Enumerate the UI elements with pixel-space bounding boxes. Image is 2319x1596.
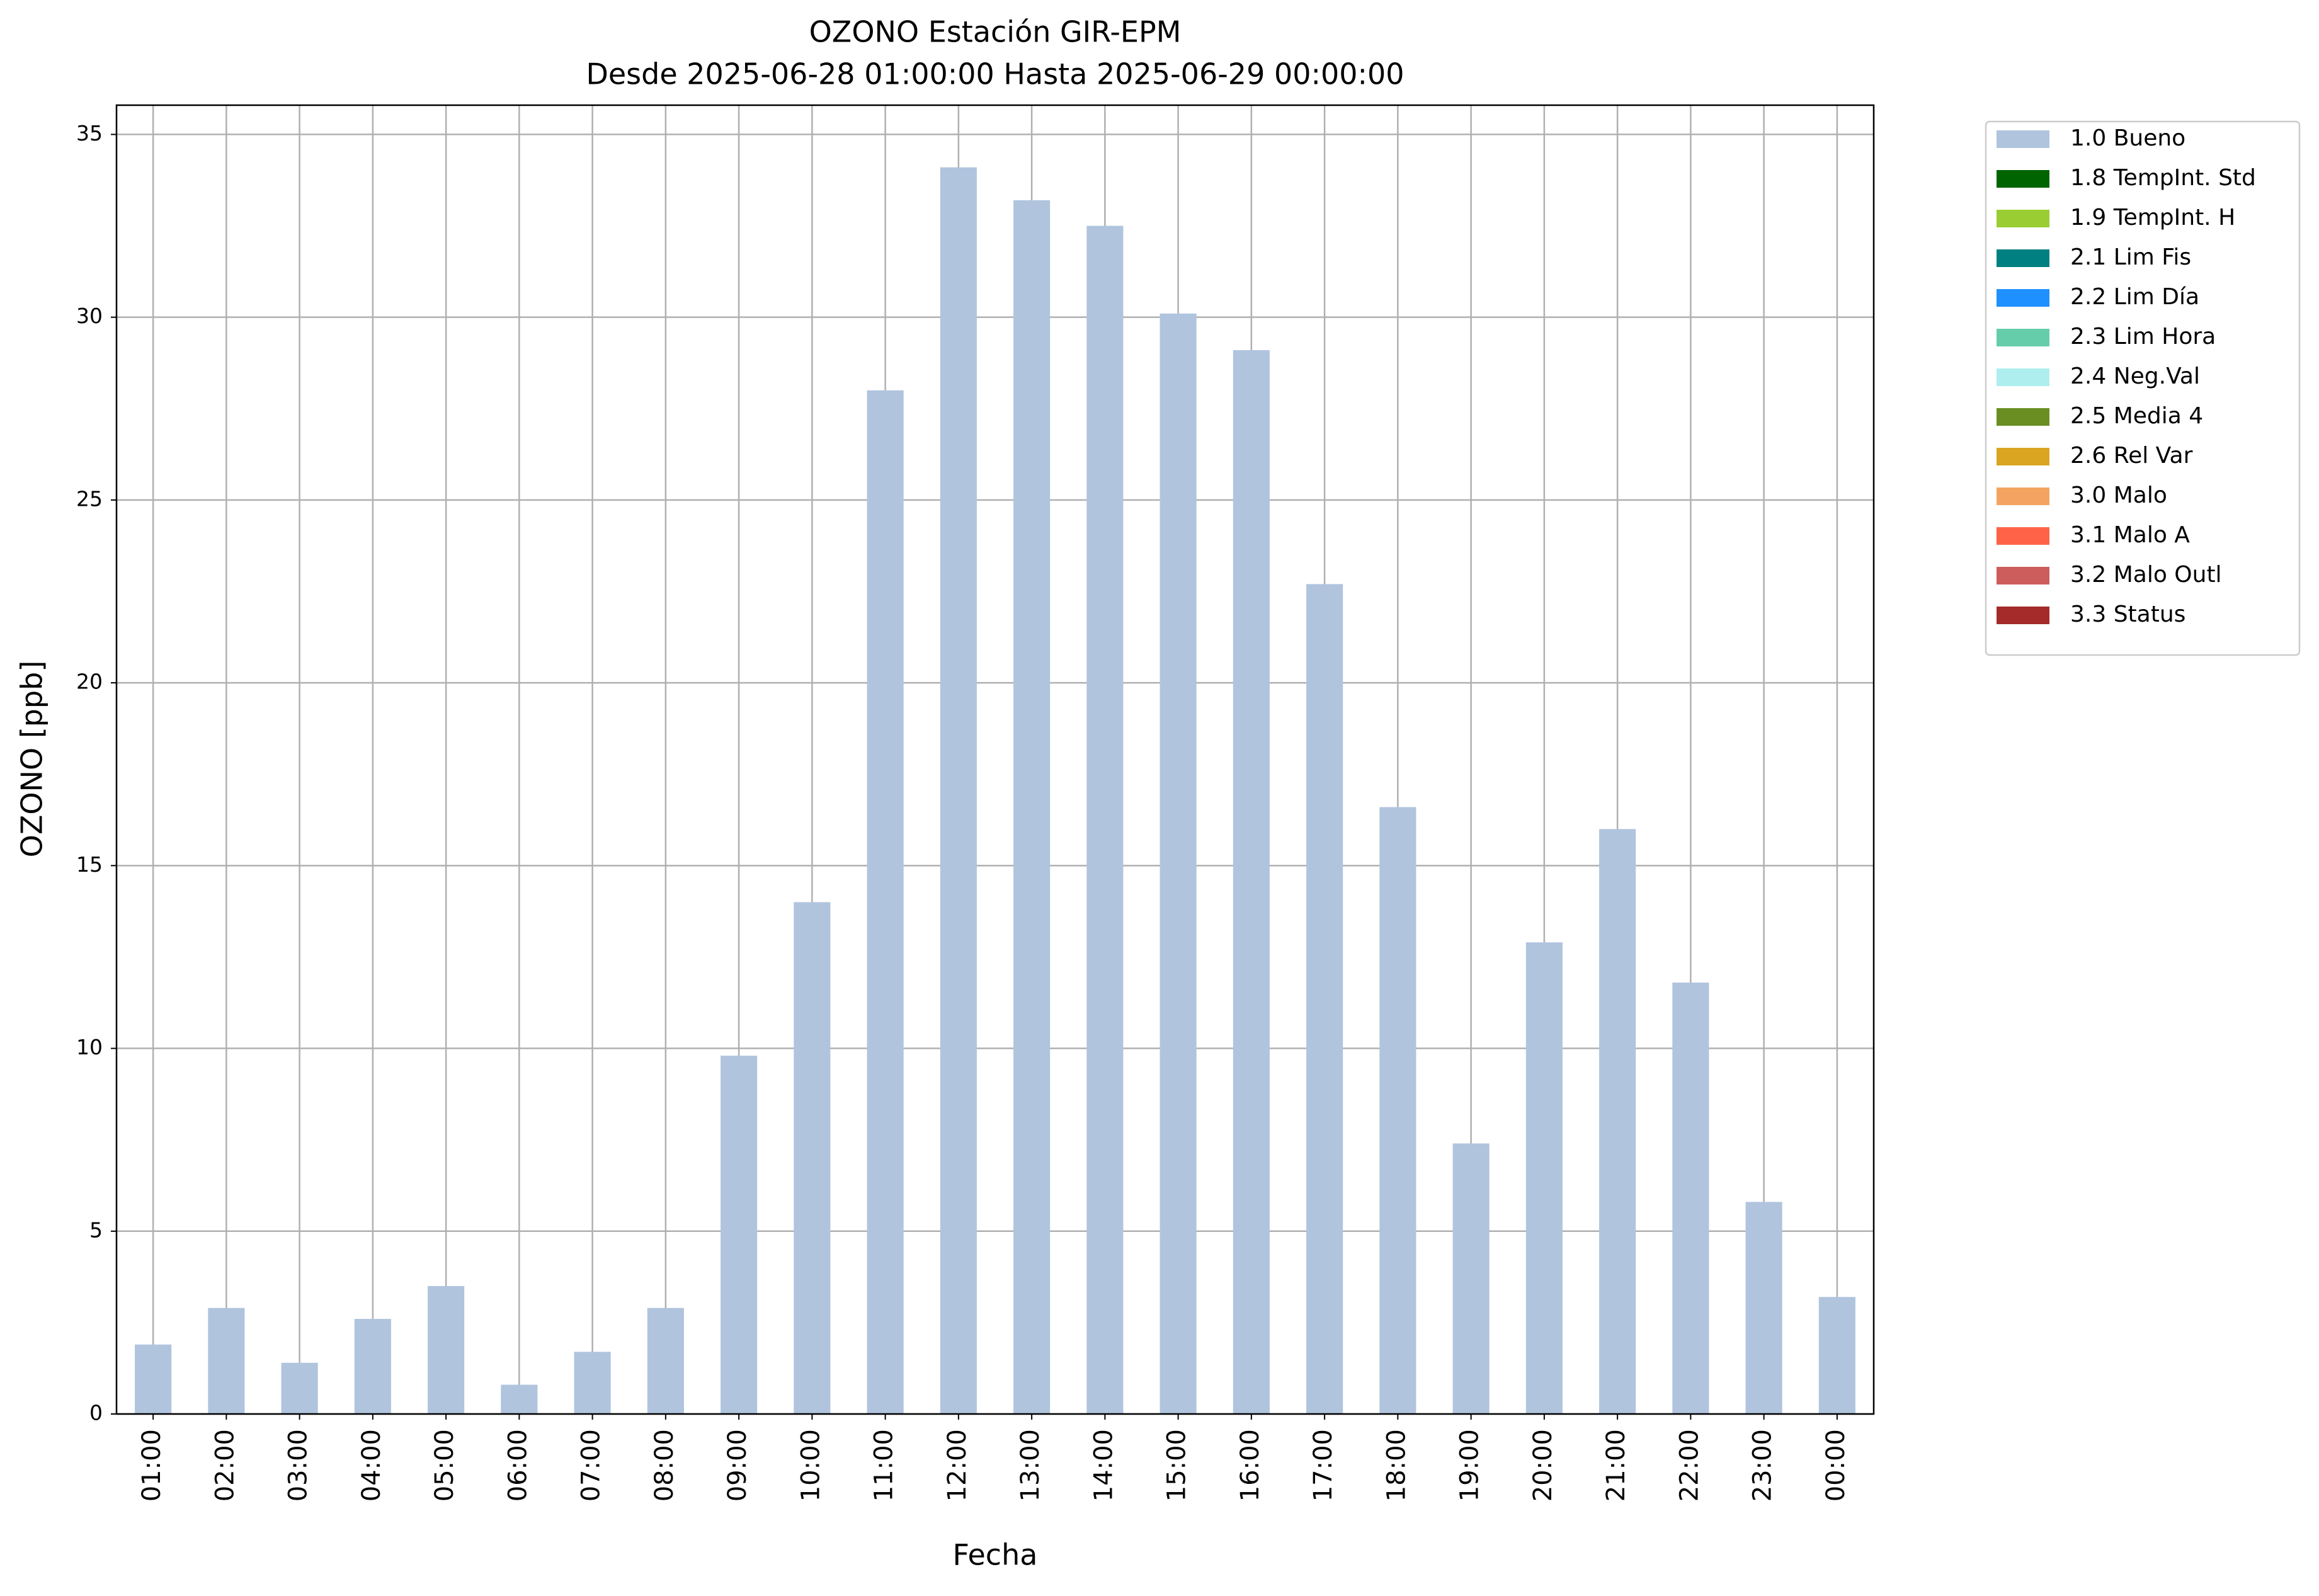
legend-label: 1.8 TempInt. Std [2070,165,2256,191]
bar [1379,807,1416,1414]
x-tick-label: 02:00 [210,1429,239,1502]
bar [721,1056,758,1414]
x-tick-label: 15:00 [1163,1429,1192,1502]
legend-label: 1.9 TempInt. H [2070,205,2235,231]
bar [1233,350,1270,1414]
x-tick-label: 21:00 [1602,1429,1631,1502]
legend-swatch [1997,329,2049,346]
x-tick-label: 14:00 [1089,1429,1118,1502]
legend-swatch [1997,567,2049,584]
x-tick-label: 17:00 [1309,1429,1338,1502]
legend-swatch [1997,130,2049,148]
x-tick-label: 04:00 [357,1429,386,1502]
legend-swatch [1997,368,2049,386]
y-tick-label: 5 [89,1217,103,1242]
legend-label: 1.0 Bueno [2070,125,2185,151]
legend-label: 2.5 Media 4 [2070,403,2203,429]
x-tick-label: 13:00 [1016,1429,1045,1502]
legend-label: 3.0 Malo [2070,482,2167,508]
y-tick-label: 30 [76,304,103,328]
bar [1525,942,1563,1414]
legend-swatch [1997,448,2049,465]
bar [794,902,831,1414]
y-tick-label: 0 [89,1401,103,1425]
legend-label: 2.3 Lim Hora [2070,324,2216,350]
bar [281,1362,318,1414]
x-tick-label: 22:00 [1675,1429,1704,1502]
bar [940,167,977,1414]
bar [135,1344,172,1414]
x-tick-label: 19:00 [1456,1429,1484,1502]
x-tick-label: 06:00 [503,1429,532,1502]
bar [1672,983,1709,1414]
legend-swatch [1997,607,2049,624]
chart-title: OZONO Estación GIR-EPM [809,15,1182,49]
legend-label: 2.1 Lim Fis [2070,244,2191,270]
legend-label: 2.4 Neg.Val [2070,363,2200,389]
y-tick-label: 10 [76,1035,103,1059]
bar [208,1308,245,1414]
x-tick-label: 16:00 [1236,1429,1265,1502]
bar [1160,313,1197,1414]
bar [1818,1297,1855,1414]
legend-swatch [1997,487,2049,505]
x-tick-label: 12:00 [943,1429,972,1502]
legend-label: 2.6 Rel Var [2070,443,2193,469]
bar [1306,584,1343,1414]
y-tick-label: 15 [76,852,103,877]
x-tick-label: 20:00 [1529,1429,1558,1502]
bar [647,1308,684,1414]
legend-label: 3.1 Malo A [2070,522,2190,548]
bar [428,1285,465,1414]
x-tick-label: 23:00 [1748,1429,1777,1502]
x-tick-label: 10:00 [796,1429,825,1502]
x-tick-label: 11:00 [870,1429,899,1502]
x-axis-label: Fecha [953,1538,1038,1572]
legend-swatch [1997,527,2049,545]
bar [1745,1202,1782,1414]
legend-swatch [1997,210,2049,227]
bar [867,390,904,1415]
legend-box [1985,120,2301,656]
legend-label: 2.2 Lim Día [2070,284,2199,310]
y-tick-label: 25 [76,486,103,511]
x-tick-label: 07:00 [577,1429,606,1502]
plot-frame [115,104,1875,1415]
legend-swatch [1997,289,2049,307]
x-tick-label: 05:00 [430,1429,459,1502]
x-tick-label: 03:00 [284,1429,313,1502]
bar [501,1384,538,1414]
legend-swatch [1997,170,2049,188]
x-tick-label: 18:00 [1382,1429,1411,1502]
bar [1086,225,1124,1414]
bar [1452,1143,1490,1414]
y-tick-label: 20 [76,670,103,694]
legend-swatch [1997,408,2049,426]
y-axis-label: OZONO [ppb] [15,661,49,858]
x-tick-label: 08:00 [650,1429,679,1502]
x-tick-label: 00:00 [1821,1429,1850,1502]
x-tick-label: 01:00 [137,1429,166,1502]
chart-subtitle: Desde 2025-06-28 01:00:00 Hasta 2025-06-… [586,57,1404,91]
bar [1599,829,1636,1414]
y-tick-label: 35 [76,121,103,145]
bar [574,1352,611,1414]
x-tick-label: 09:00 [723,1429,752,1502]
legend-swatch [1997,249,2049,267]
legend-label: 3.2 Malo Outl [2070,562,2222,588]
bar [1013,200,1051,1414]
bar [354,1319,391,1414]
legend-label: 3.3 Status [2070,601,2185,627]
